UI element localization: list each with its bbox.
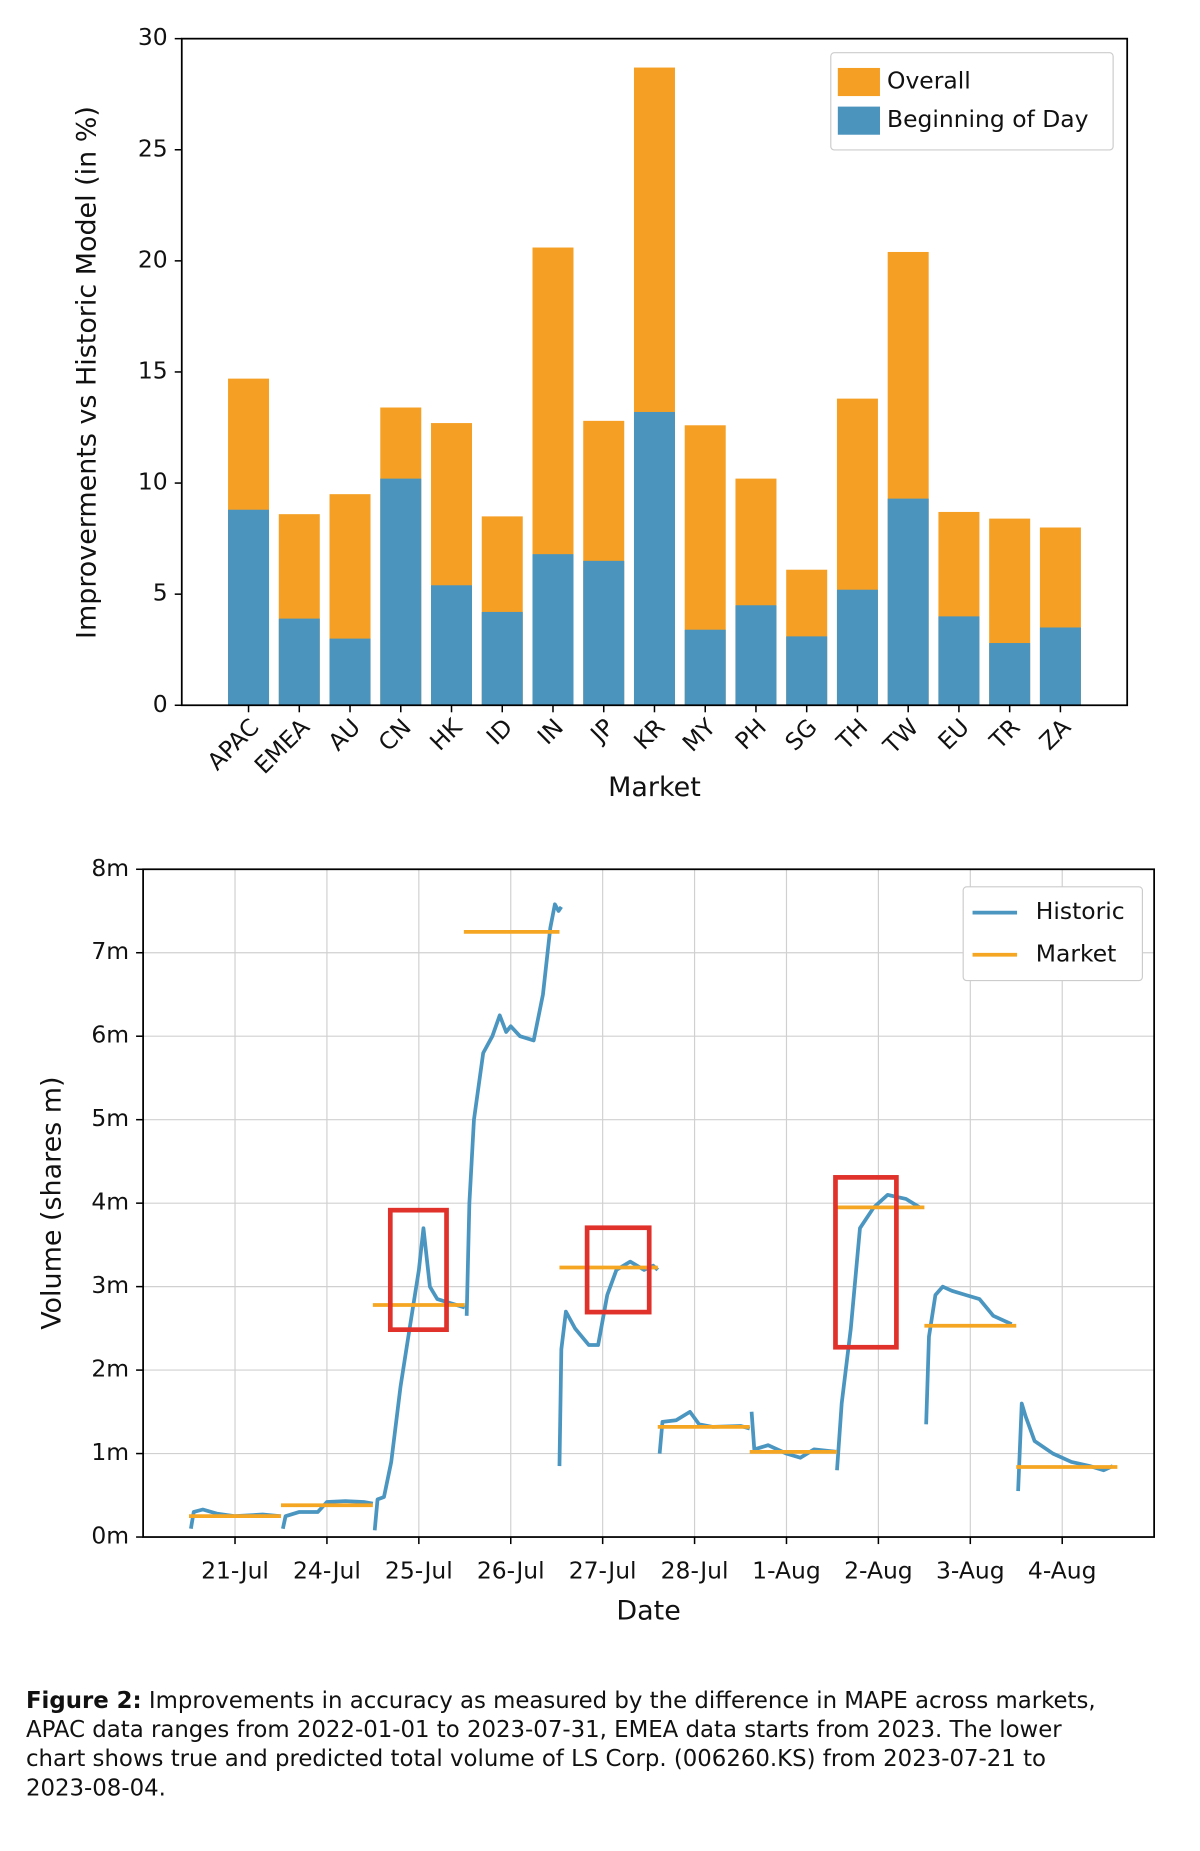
bar (583, 560, 625, 706)
x-tick-label: KR (628, 713, 670, 755)
bar (278, 618, 320, 706)
legend-swatch (837, 67, 880, 97)
x-tick-label: 4-Aug (1028, 1557, 1097, 1585)
caption-line: 2023-08-04. (26, 1775, 166, 1801)
x-axis-title: Market (608, 772, 701, 803)
y-tick-label: 1m (91, 1438, 129, 1466)
x-tick-label: TH (830, 713, 873, 756)
x-tick-label: 24-Jul (293, 1557, 361, 1585)
x-tick-label: PH (730, 713, 772, 755)
y-tick-label: 2m (91, 1355, 129, 1383)
x-tick-label: 2-Aug (844, 1557, 913, 1585)
bar (735, 605, 777, 706)
x-tick-label: TR (983, 713, 1025, 755)
x-tick-label: EU (932, 713, 974, 755)
bar (228, 509, 270, 706)
y-tick-label: 0m (91, 1522, 129, 1550)
x-tick-label: ZA (1034, 713, 1076, 755)
bar (989, 643, 1031, 706)
y-tick-label: 15 (138, 356, 168, 384)
bar (329, 638, 371, 706)
y-tick-label: 6m (91, 1021, 129, 1049)
x-tick-label: 1-Aug (752, 1557, 821, 1585)
y-tick-label: 0 (153, 690, 168, 718)
series-line (189, 902, 1114, 1531)
x-tick-label: 25-Jul (385, 1557, 453, 1585)
x-tick-label: IN (532, 713, 569, 750)
x-tick-label: JP (584, 713, 620, 749)
bar (481, 611, 523, 706)
x-tick-label: ID (481, 713, 518, 750)
y-tick-label: 20 (138, 245, 168, 273)
x-tick-label: HK (424, 713, 468, 757)
bar (786, 636, 828, 706)
bar (633, 411, 675, 706)
bar (887, 498, 929, 706)
caption-text: Improvements in accuracy as measured by … (142, 1688, 1096, 1714)
y-tick-label: 7m (91, 937, 129, 965)
line-chart: 0m 1m 2m 3m 4m 5m 6m 7m 8m 21-Jul 24-Jul 25-Jul 26-J… (36, 854, 1156, 1627)
x-tick-label: SG (779, 713, 822, 756)
bar (836, 589, 878, 706)
y-tick-label: 8m (91, 854, 129, 882)
bar (684, 629, 726, 706)
bar (938, 616, 980, 706)
x-tick-label: EMEA (249, 713, 315, 779)
y-tick-label: 5 (153, 579, 168, 607)
y-tick-label: 5m (91, 1104, 129, 1132)
bar (532, 554, 574, 706)
x-tick-label: 28-Jul (661, 1557, 729, 1585)
x-tick-label: 21-Jul (201, 1557, 269, 1585)
x-tick-label: 26-Jul (477, 1557, 545, 1585)
series-line (189, 929, 1118, 1519)
x-axis-title: Date (616, 1596, 680, 1627)
bar (380, 478, 422, 706)
y-tick-label: 3m (91, 1271, 129, 1299)
x-tick-label: MY (677, 713, 722, 758)
x-tick-label: 27-Jul (569, 1557, 637, 1585)
legend-box (962, 886, 1143, 982)
y-tick-label: 25 (138, 134, 168, 162)
bar (1039, 627, 1081, 706)
caption-label: Figure 2: (26, 1688, 142, 1714)
x-tick-label: 3-Aug (936, 1557, 1005, 1585)
y-tick-label: 4m (91, 1188, 129, 1216)
caption-line: Figure 2: Improvements in accuracy as me… (26, 1688, 1096, 1714)
legend-label: Overall (887, 67, 971, 95)
plot-frame (180, 37, 1129, 707)
highlight-box (833, 1175, 899, 1350)
x-tick-label: AU (323, 713, 366, 756)
caption-line: APAC data ranges from 2022-01-01 to 2023… (26, 1717, 1062, 1743)
y-tick-label: 10 (138, 468, 168, 496)
legend-label: Market (1036, 939, 1117, 967)
plot-frame (142, 868, 1156, 1538)
legend-swatch (837, 106, 880, 135)
highlight-box (584, 1225, 652, 1315)
y-axis-title: Volume (shares m) (36, 1077, 67, 1330)
legend-box (830, 52, 1114, 151)
legend-label: Beginning of Day (887, 105, 1089, 133)
x-tick-label: CN (373, 713, 417, 757)
highlight-box (387, 1207, 449, 1333)
y-axis-title: Improverments vs Historic Model (in %) (72, 106, 103, 639)
x-tick-label: TW (877, 713, 924, 760)
bar (431, 585, 473, 706)
caption-line: chart shows true and predicted total vol… (26, 1746, 1046, 1772)
y-tick-label: 30 (138, 23, 168, 51)
legend-label: Historic (1036, 897, 1125, 925)
